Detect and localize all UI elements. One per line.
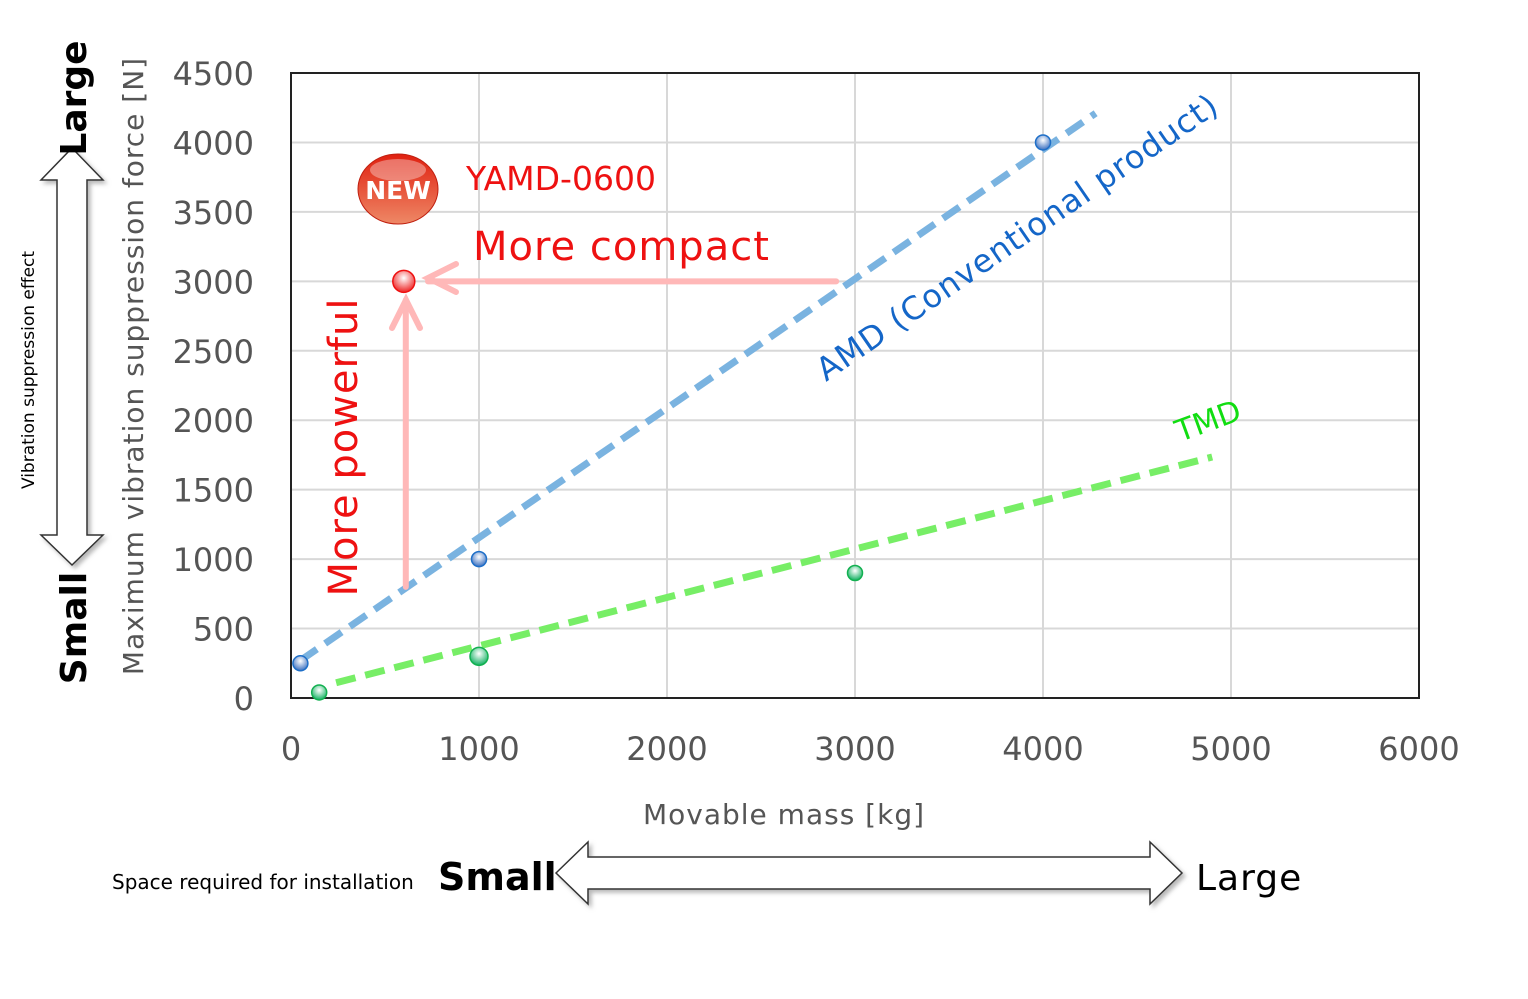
x-tick-label: 1000	[438, 730, 519, 768]
tick-labels: 0 1000 2000 3000 4000 5000 6000 0 500 1000 1500 200…	[173, 55, 1460, 768]
new-badge: NEW	[357, 153, 439, 225]
more-compact-label: More compact	[473, 224, 770, 270]
data-point	[392, 269, 416, 294]
bottom-scale-title: Space required for installation	[112, 870, 414, 894]
x-tick-label: 6000	[1378, 730, 1459, 768]
bottom-scale-large: Large	[1196, 858, 1302, 899]
data-point	[1034, 134, 1052, 151]
data-points	[292, 134, 1052, 701]
y-tick-label: 1500	[173, 472, 254, 510]
data-point	[846, 564, 864, 582]
y-tick-label: 3000	[173, 263, 254, 301]
y-tick-label: 4500	[173, 55, 254, 93]
left-scale-small: Small	[54, 572, 95, 684]
x-tick-label: 4000	[1002, 730, 1083, 768]
plot-frame	[290, 72, 1420, 699]
data-point	[310, 684, 328, 701]
y-tick-label: 0	[234, 680, 254, 718]
x-tick-label: 0	[281, 730, 301, 768]
more-compact-arrow	[421, 261, 840, 295]
amd-series-label: AMD (Conventional product)	[809, 86, 1226, 389]
gridlines	[291, 73, 1419, 698]
x-tick-label: 2000	[626, 730, 707, 768]
x-axis-title: Movable mass [kg]	[643, 798, 925, 831]
left-scale-large: Large	[54, 40, 95, 155]
product-label: YAMD-0600	[465, 159, 656, 198]
tmd-series-label: TMD	[1170, 394, 1246, 450]
vertical-double-arrow	[39, 146, 105, 567]
more-powerful-arrow	[389, 293, 423, 590]
y-tick-label: 4000	[173, 124, 254, 162]
trendline-tmd	[335, 453, 1214, 687]
data-point	[292, 655, 309, 672]
y-tick-label: 1000	[173, 541, 254, 579]
y-tick-label: 3500	[173, 194, 254, 232]
x-tick-label: 5000	[1190, 730, 1271, 768]
new-badge-text: NEW	[365, 176, 431, 205]
y-tick-label: 2500	[173, 333, 254, 371]
y-tick-label: 2000	[173, 402, 254, 440]
left-scale-title: Vibration suppression effect	[19, 251, 39, 489]
bottom-scale-small: Small	[438, 855, 557, 899]
more-powerful-label: More powerful	[321, 297, 367, 596]
data-point	[469, 646, 489, 667]
x-tick-label: 3000	[814, 730, 895, 768]
trendlines	[298, 110, 1214, 687]
horizontal-double-arrow	[554, 840, 1184, 906]
y-tick-label: 500	[193, 611, 254, 649]
y-axis-title: Maximum vibration suppression force [N]	[117, 57, 150, 675]
data-point	[470, 550, 488, 568]
trendline-amd	[298, 110, 1098, 664]
